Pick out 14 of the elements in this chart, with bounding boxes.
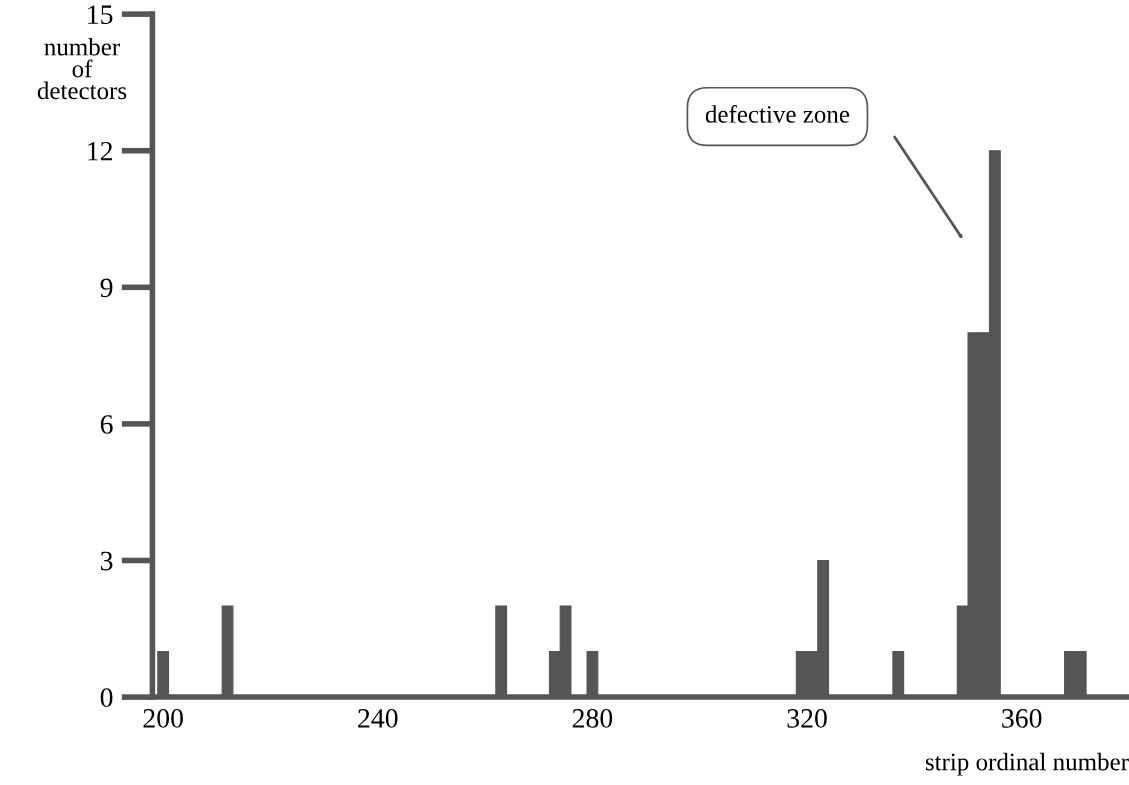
annotation: defective zone [705, 104, 850, 123]
x-tick-label: 360 [1002, 708, 1042, 728]
y-tick-label: 3 [100, 551, 113, 571]
y-tick-label: 15 [88, 5, 113, 25]
x-tick-label: 320 [787, 708, 827, 728]
y-tick-label: 12 [88, 141, 112, 161]
x-tick-label: 200 [143, 708, 183, 728]
x-tick-label: 240 [358, 708, 398, 728]
x-tick-label: 280 [572, 708, 613, 728]
y-tick-label: 9 [100, 278, 113, 298]
x-axis-title: strip ordinal number [925, 752, 1129, 776]
y-tick-label: 0 [100, 688, 113, 707]
y-tick-label: 6 [100, 415, 113, 434]
y-axis-title: number of detectors [37, 38, 127, 100]
